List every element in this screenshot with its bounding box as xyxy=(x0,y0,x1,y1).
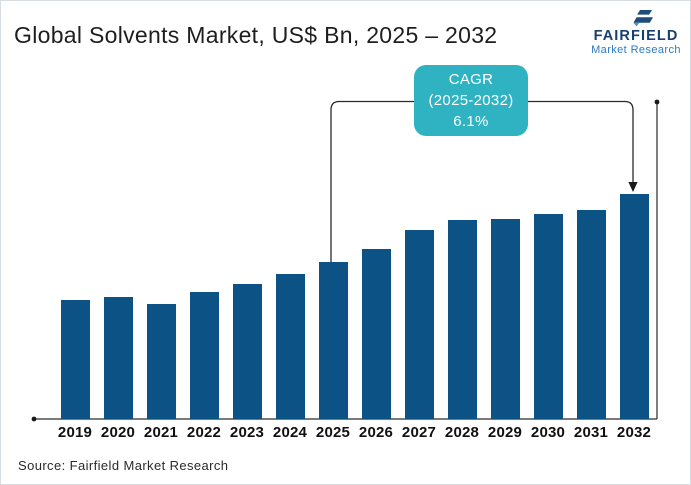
brand-subtitle: Market Research xyxy=(591,44,681,56)
source-note: Source: Fairfield Market Research xyxy=(18,458,229,473)
x-tick-2032: 2032 xyxy=(616,424,652,441)
x-tick-2019: 2019 xyxy=(57,424,93,441)
x-tick-2022: 2022 xyxy=(186,424,222,441)
bar-2030 xyxy=(533,214,563,419)
x-tick-2025: 2025 xyxy=(315,424,351,441)
x-tick-2021: 2021 xyxy=(143,424,179,441)
bar-2031 xyxy=(576,210,606,419)
bar-2021 xyxy=(146,304,176,419)
brand-name: FAIRFIELD xyxy=(593,28,679,44)
x-tick-2020: 2020 xyxy=(100,424,136,441)
x-tick-2026: 2026 xyxy=(358,424,394,441)
cagr-callout: CAGR (2025-2032) 6.1% xyxy=(414,65,528,136)
cagr-period: (2025-2032) xyxy=(428,92,514,109)
bar-2032 xyxy=(619,194,649,419)
bar-2029 xyxy=(490,219,520,419)
brand-logo: FAIRFIELD Market Research xyxy=(589,9,683,56)
cagr-value: 6.1% xyxy=(453,113,489,130)
x-tick-2028: 2028 xyxy=(444,424,480,441)
page-title: Global Solvents Market, US$ Bn, 2025 – 2… xyxy=(14,22,498,48)
bar-2027 xyxy=(404,230,434,419)
bar-2025 xyxy=(318,262,348,419)
x-tick-2023: 2023 xyxy=(229,424,265,441)
x-tick-2027: 2027 xyxy=(401,424,437,441)
bar-2028 xyxy=(447,220,477,419)
bar-2019 xyxy=(60,300,90,419)
bar-2026 xyxy=(361,249,391,419)
x-tick-2029: 2029 xyxy=(487,424,523,441)
bar-2023 xyxy=(232,284,262,419)
bar-2022 xyxy=(189,292,219,419)
x-tick-2024: 2024 xyxy=(272,424,308,441)
axis-start-dot xyxy=(31,416,37,422)
bar-2024 xyxy=(275,274,305,419)
fairfield-flag-icon xyxy=(633,10,653,27)
axis-top-dot xyxy=(654,99,660,105)
cagr-arrowhead xyxy=(628,182,638,192)
cagr-label: CAGR xyxy=(448,71,494,88)
x-tick-2031: 2031 xyxy=(573,424,609,441)
bar-2020 xyxy=(103,297,133,419)
x-tick-2030: 2030 xyxy=(530,424,566,441)
